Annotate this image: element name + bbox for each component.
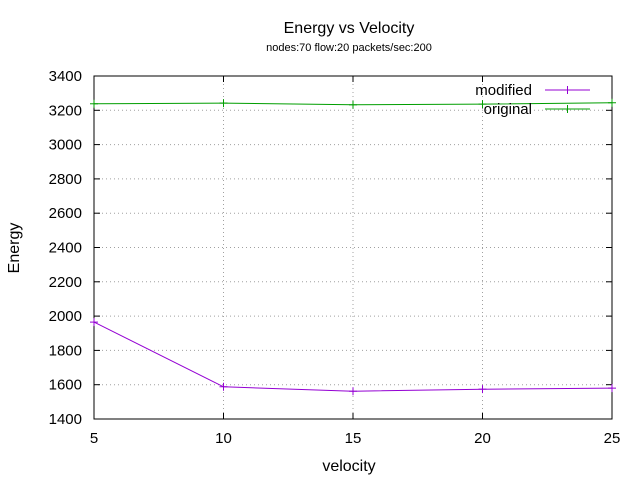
axis-ticks: 1400 1600 1800 2000 2200 2400 2600 2800 3000 3200… bbox=[49, 68, 621, 447]
data-point-original bbox=[478, 100, 487, 109]
data-point-modified bbox=[219, 382, 228, 391]
chart-subtitle: nodes:70 flow:20 packets/sec:200 bbox=[266, 42, 432, 54]
x-tick-label: 15 bbox=[345, 430, 362, 447]
grid-lines bbox=[94, 76, 612, 419]
y-tick-label: 1600 bbox=[49, 377, 82, 394]
x-tick-label: 10 bbox=[215, 430, 232, 447]
x-axis-label: velocity bbox=[322, 458, 375, 475]
x-tick-label: 25 bbox=[604, 430, 621, 447]
y-tick-label: 2200 bbox=[49, 274, 82, 291]
legend-label-original: original bbox=[484, 101, 532, 118]
data-point-original bbox=[219, 99, 228, 108]
data-point-modified bbox=[608, 384, 616, 393]
y-tick-label: 1400 bbox=[49, 411, 82, 428]
y-tick-label: 2000 bbox=[49, 308, 82, 325]
data-point-modified bbox=[90, 318, 98, 327]
data-point-original bbox=[349, 100, 357, 109]
y-tick-label: 1800 bbox=[49, 342, 82, 359]
series-layer bbox=[90, 98, 616, 396]
y-tick-label: 2600 bbox=[49, 205, 82, 222]
legend: modified original bbox=[475, 82, 590, 118]
y-tick-label: 3200 bbox=[49, 102, 82, 119]
x-tick-label: 20 bbox=[474, 430, 491, 447]
y-axis-label: Energy bbox=[6, 223, 23, 274]
data-point-original bbox=[608, 98, 616, 107]
data-point-original bbox=[90, 99, 98, 108]
data-point-modified bbox=[478, 385, 487, 394]
data-point-modified bbox=[349, 387, 357, 396]
chart-title: Energy vs Velocity bbox=[284, 20, 415, 37]
y-tick-label: 3400 bbox=[49, 68, 82, 85]
y-tick-label: 2800 bbox=[49, 171, 82, 188]
y-tick-label: 3000 bbox=[49, 137, 82, 154]
y-tick-label: 2400 bbox=[49, 240, 82, 257]
legend-label-modified: modified bbox=[475, 82, 532, 99]
x-tick-label: 5 bbox=[90, 430, 98, 447]
